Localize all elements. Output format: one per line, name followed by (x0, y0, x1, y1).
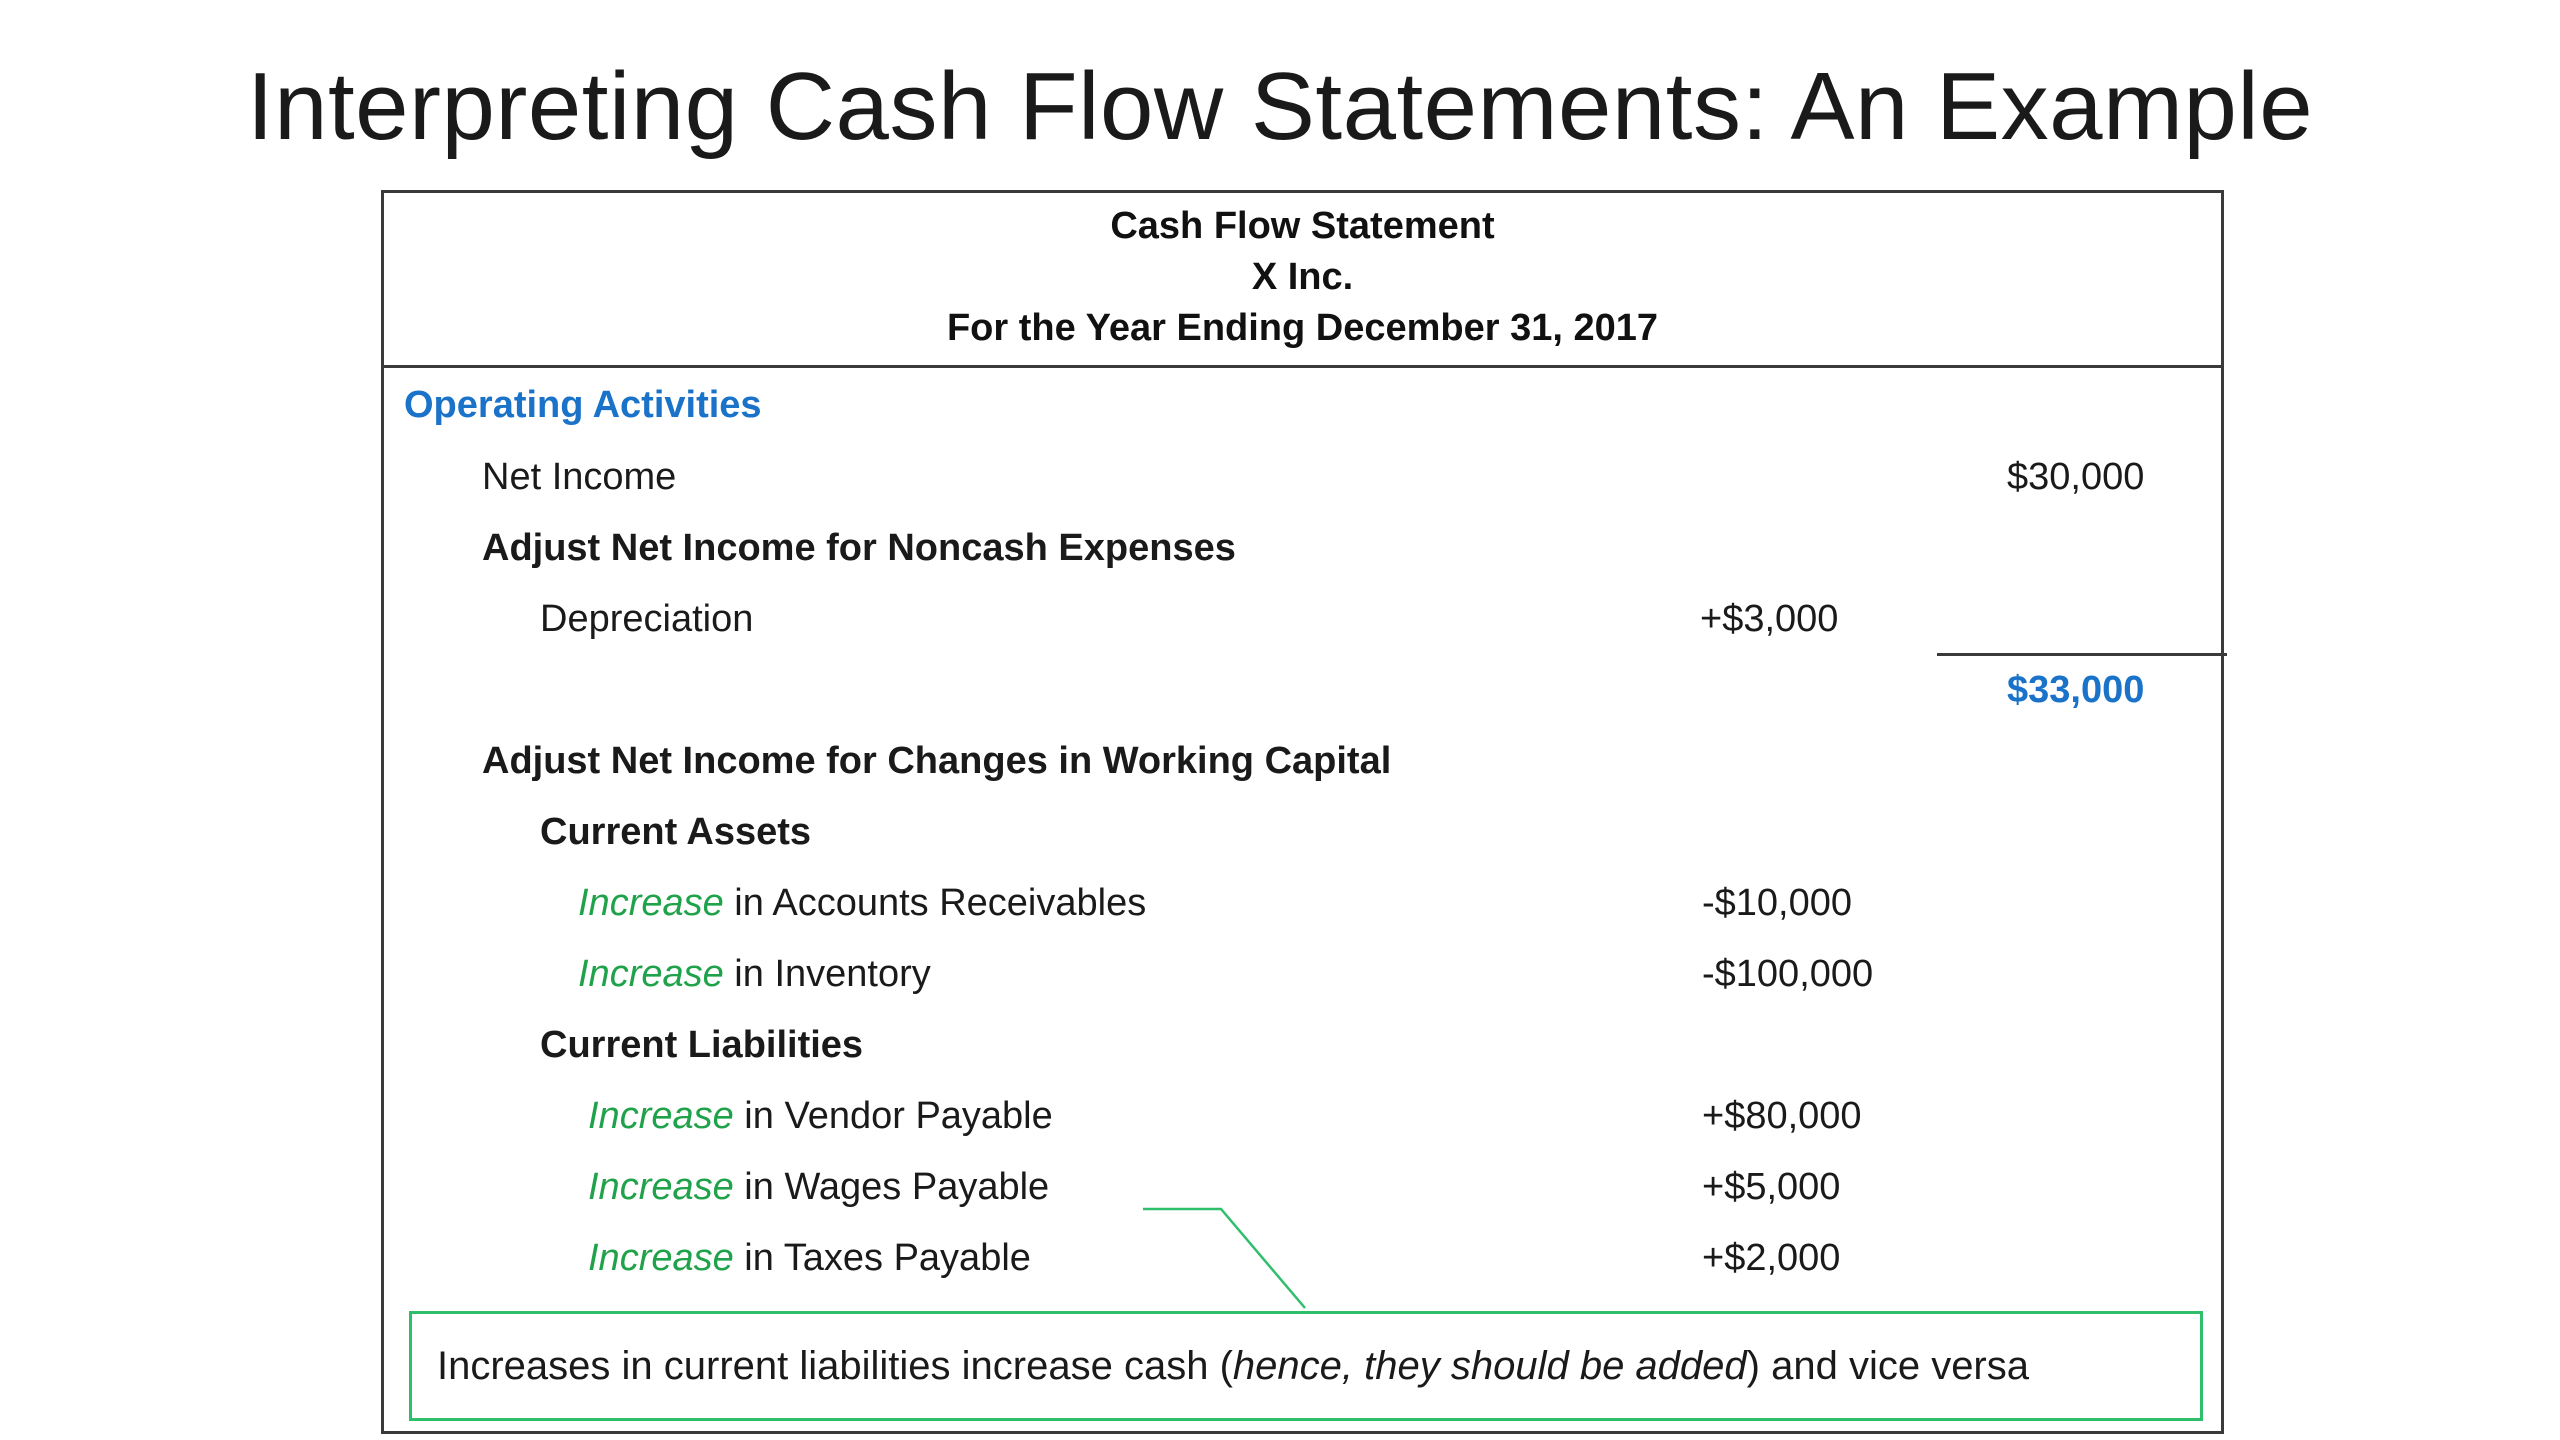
subtotal-amount: $33,000 (2007, 669, 2145, 711)
accounts-receivables-label: Increase in Accounts Receivables (578, 881, 1146, 925)
vendor-payable-label: Increase in Vendor Payable (588, 1094, 1053, 1138)
increase-word: Increase (578, 882, 724, 924)
line-item-text: in Taxes Payable (733, 1237, 1031, 1279)
company-name: X Inc. (1251, 256, 1354, 298)
working-capital-heading: Adjust Net Income for Changes in Working… (482, 740, 1392, 782)
net-income-label: Net Income (482, 456, 677, 498)
callout-text-before: Increases in current liabilities increas… (437, 1344, 1233, 1388)
callout-text-after: ) and vice versa (1746, 1344, 2029, 1388)
wages-payable-label: Increase in Wages Payable (588, 1165, 1049, 1209)
increase-word: Increase (588, 1095, 734, 1137)
depreciation-label: Depreciation (540, 598, 754, 640)
taxes-payable-amount: +$2,000 (1702, 1237, 1841, 1279)
statement-period: For the Year Ending December 31, 2017 (946, 307, 1659, 349)
callout-text-italic: hence, they should be added (1232, 1344, 1747, 1388)
inventory-amount: -$100,000 (1702, 953, 1874, 995)
callout-text: Increases in current liabilities increas… (437, 1344, 2029, 1388)
vendor-payable-amount: +$80,000 (1702, 1095, 1862, 1137)
cash-flow-statement-table: Cash Flow Statement X Inc. For the Year … (381, 190, 2227, 1434)
slide-title: Interpreting Cash Flow Statements: An Ex… (246, 53, 2314, 160)
callout-box: Increases in current liabilities increas… (409, 1311, 2203, 1421)
taxes-payable-label: Increase in Taxes Payable (588, 1236, 1031, 1280)
increase-word: Increase (578, 953, 724, 995)
line-item-text: in Inventory (723, 953, 931, 995)
noncash-expenses-heading: Adjust Net Income for Noncash Expenses (482, 527, 1236, 569)
increase-word: Increase (588, 1237, 734, 1279)
statement-header: Cash Flow Statement X Inc. For the Year … (384, 193, 2221, 368)
wages-payable-amount: +$5,000 (1702, 1166, 1841, 1208)
depreciation-amount: +$3,000 (1700, 598, 1839, 640)
operating-activities-heading: Operating Activities (404, 384, 762, 426)
line-item-text: in Accounts Receivables (723, 882, 1147, 924)
current-assets-heading: Current Assets (540, 811, 812, 853)
current-liabilities-heading: Current Liabilities (540, 1024, 864, 1066)
line-item-text: in Wages Payable (733, 1166, 1050, 1208)
statement-title: Cash Flow Statement (1110, 205, 1495, 247)
increase-word: Increase (588, 1166, 734, 1208)
line-item-text: in Vendor Payable (733, 1095, 1053, 1137)
inventory-label: Increase in Inventory (578, 952, 931, 996)
subtotal-rule (1937, 653, 2227, 656)
accounts-receivables-amount: -$10,000 (1702, 882, 1853, 924)
net-income-amount: $30,000 (2007, 456, 2145, 498)
